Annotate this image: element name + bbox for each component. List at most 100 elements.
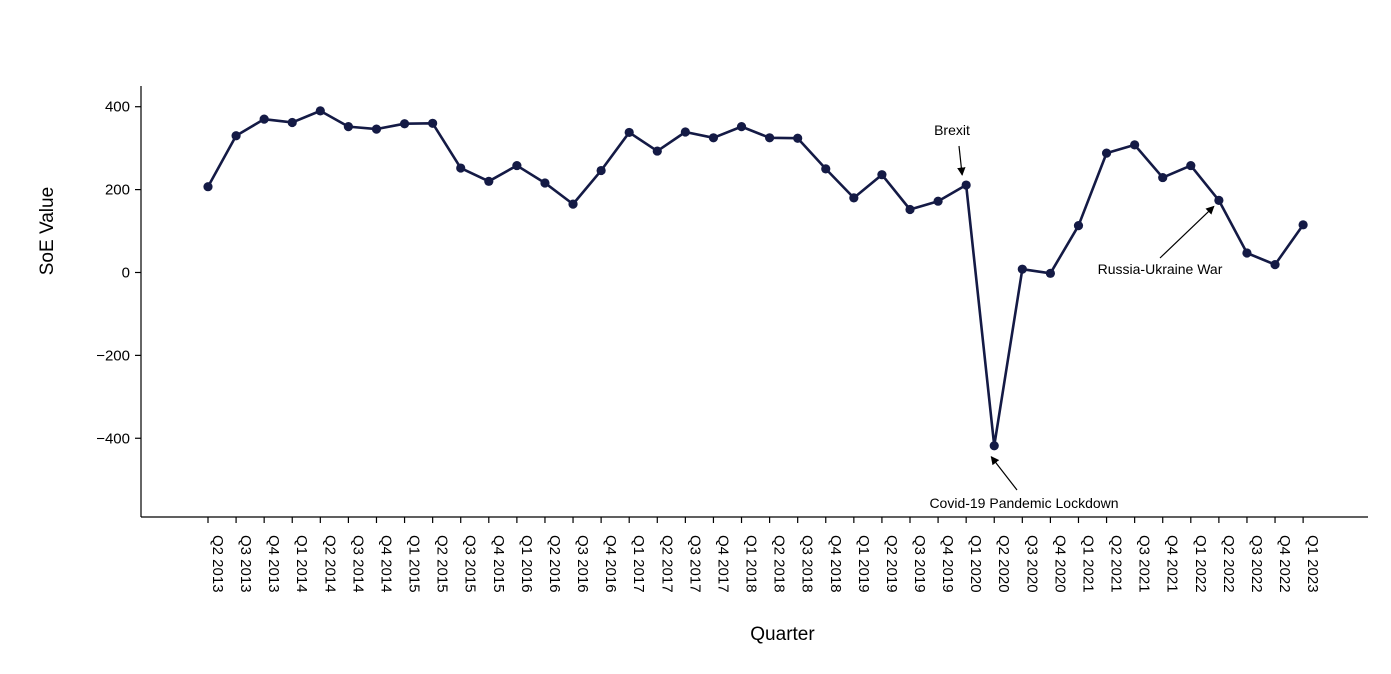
x-tick-label: Q1 2015	[406, 535, 423, 593]
annotation-arrow	[1159, 205, 1215, 259]
data-point	[877, 170, 887, 180]
series-line	[206, 109, 1305, 448]
x-tick-label: Q1 2021	[1079, 535, 1096, 593]
data-point	[1073, 221, 1084, 231]
x-tick-label: Q3 2016	[574, 535, 591, 593]
x-tick-label: Q3 2014	[349, 535, 366, 593]
y-tick-label: −400	[96, 430, 130, 447]
x-tick-label: Q3 2018	[799, 535, 816, 593]
data-point	[456, 163, 466, 173]
x-tick-label: Q4 2021	[1164, 535, 1181, 593]
x-tick-label: Q4 2018	[827, 535, 844, 593]
x-tick-label: Q2 2014	[321, 535, 338, 593]
data-point	[231, 131, 241, 141]
data-point	[1214, 195, 1224, 205]
x-tick-label: Q2 2017	[658, 535, 675, 593]
x-tick-label: Q3 2015	[462, 535, 479, 593]
y-tick-label: 0	[122, 264, 130, 281]
x-tick-label: Q4 2022	[1276, 535, 1293, 593]
x-tick-label: Q2 2016	[546, 535, 563, 593]
y-ticks: 400 200 0 −200 −400	[96, 99, 141, 447]
data-point	[652, 146, 662, 156]
x-tick-label: Q1 2018	[743, 535, 760, 593]
series	[203, 106, 1308, 451]
y-tick-label: −200	[96, 347, 130, 364]
x-tick-label: Q3 2019	[911, 535, 928, 593]
x-tick-label: Q3 2021	[1136, 535, 1153, 593]
x-tick-label: Q2 2022	[1220, 535, 1237, 593]
data-point	[484, 176, 494, 186]
data-point	[849, 193, 859, 203]
data-point	[568, 199, 578, 209]
data-point	[1242, 248, 1252, 258]
x-tick-label: Q1 2022	[1192, 535, 1209, 593]
x-tick-label: Q2 2013	[209, 535, 226, 593]
data-point	[989, 441, 999, 451]
x-tick-label: Q4 2016	[602, 535, 619, 593]
x-tick-label: Q1 2019	[855, 535, 872, 593]
annotation-label: Russia-Ukraine War	[1098, 261, 1223, 277]
data-point	[287, 117, 297, 128]
y-tick-label: 400	[105, 99, 130, 116]
data-point	[680, 127, 690, 137]
data-point	[1186, 160, 1196, 171]
axes	[140, 86, 1368, 518]
data-point	[1017, 264, 1027, 274]
x-tick-label: Q1 2017	[630, 535, 647, 593]
data-point	[765, 133, 775, 143]
y-axis-title: SoE Value	[37, 187, 58, 275]
annotation-arrow	[957, 145, 966, 176]
x-axis-title: Quarter	[750, 624, 815, 645]
data-point	[708, 133, 719, 143]
data-point	[259, 114, 269, 124]
data-point	[1270, 260, 1280, 270]
x-tick-label: Q1 2023	[1304, 535, 1321, 593]
data-point	[371, 124, 382, 134]
data-point	[203, 182, 213, 192]
x-tick-label: Q4 2013	[265, 535, 282, 593]
annotations: Brexit Covid-19 Pandemic Lockdown Russia-U…	[929, 122, 1222, 511]
data-point	[1298, 220, 1308, 230]
annotation-label: Covid-19 Pandemic Lockdown	[929, 495, 1118, 511]
data-point	[624, 127, 634, 138]
data-point	[1045, 268, 1055, 278]
x-tick-label: Q4 2017	[714, 535, 731, 593]
data-point	[933, 196, 943, 206]
x-tick-label: Q4 2019	[939, 535, 956, 593]
data-point	[736, 122, 747, 132]
data-point	[1158, 172, 1168, 183]
data-point	[1130, 140, 1140, 150]
data-point	[793, 133, 803, 143]
x-tick-label: Q1 2014	[293, 535, 310, 593]
data-point	[596, 165, 606, 176]
x-tick-label: Q2 2021	[1108, 535, 1125, 593]
data-point	[1101, 148, 1112, 158]
data-point	[540, 178, 550, 188]
x-tick-label: Q2 2020	[995, 535, 1012, 593]
x-tick-label: Q4 2020	[1051, 535, 1068, 593]
data-point	[821, 164, 831, 174]
x-tick-label: Q1 2020	[967, 535, 984, 593]
x-tick-label: Q2 2015	[434, 535, 451, 593]
x-tick-label: Q3 2017	[686, 535, 703, 593]
data-point	[961, 180, 971, 190]
x-tick-label: Q2 2019	[883, 535, 900, 593]
x-tick-label: Q4 2015	[490, 535, 507, 593]
data-point	[315, 106, 325, 116]
data-point	[512, 160, 522, 171]
data-point	[428, 118, 438, 128]
annotation-arrow	[990, 456, 1018, 491]
x-tick-label: Q3 2022	[1248, 535, 1265, 593]
x-tick-label: Q3 2020	[1023, 535, 1040, 593]
y-tick-label: 200	[105, 182, 130, 199]
annotation-label: Brexit	[934, 122, 970, 138]
x-tick-label: Q2 2018	[771, 535, 788, 593]
x-ticks: Q2 2013 Q3 2013 Q4 2013 Q1 2014 Q2 2014 Q3 20…	[207, 517, 1321, 593]
data-point	[343, 122, 353, 132]
data-point	[905, 204, 915, 215]
data-point	[399, 119, 410, 129]
x-tick-label: Q1 2016	[518, 535, 535, 593]
x-tick-label: Q3 2013	[237, 535, 254, 593]
